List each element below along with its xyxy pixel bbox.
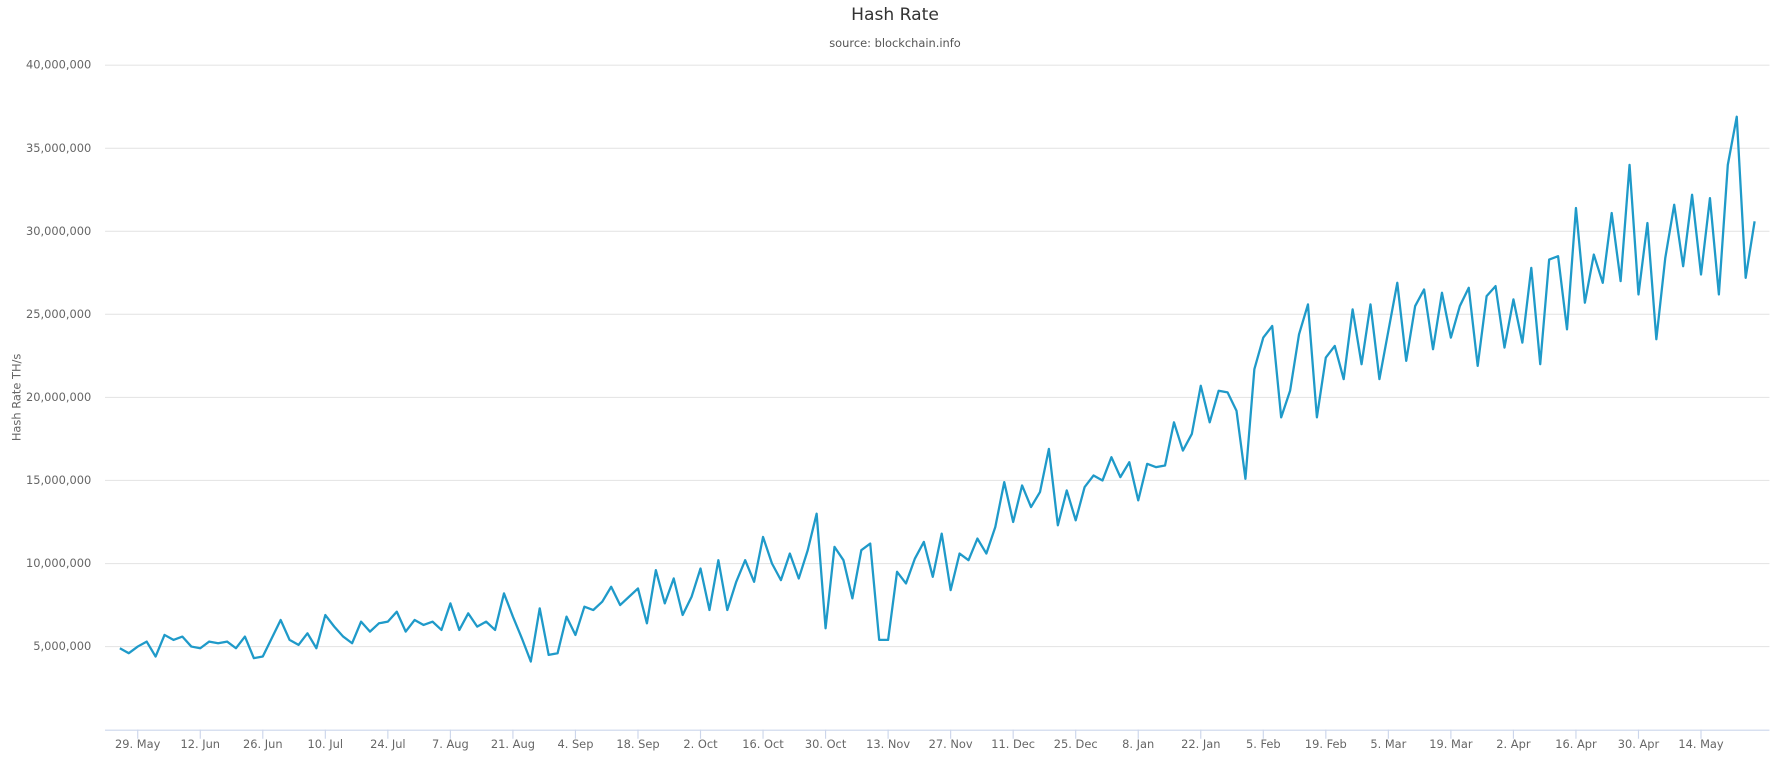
y-tick-label: 20,000,000 [26,390,91,404]
x-tick-label: 16. Apr [1555,737,1597,751]
x-tick-label: 27. Nov [929,737,973,751]
y-tick-label: 30,000,000 [26,224,91,238]
x-tick-label: 13. Nov [866,737,910,751]
x-tick-label: 8. Jan [1122,737,1154,751]
data-line [119,115,1756,663]
x-tick-label: 21. Aug [491,737,535,751]
x-tick-label: 2. Oct [683,737,718,751]
x-tick-label: 19. Feb [1305,737,1347,751]
x-tick-label: 30. Oct [805,737,847,751]
x-tick-label: 2. Apr [1496,737,1531,751]
x-tick-label: 19. Mar [1429,737,1473,751]
y-tick-label: 25,000,000 [26,307,91,321]
x-tick-label: 14. May [1678,737,1724,751]
x-tick-label: 18. Sep [616,737,659,751]
x-tick-label: 5. Mar [1370,737,1406,751]
x-tick-label: 29. May [115,737,161,751]
x-tick-label: 12. Jun [180,737,220,751]
x-tick-label: 22. Jan [1181,737,1220,751]
x-tick-label: 11. Dec [991,737,1035,751]
y-tick-label: 15,000,000 [26,473,91,487]
x-tick-label: 5. Feb [1246,737,1281,751]
x-tick-label: 7. Aug [432,737,469,751]
x-tick-label: 4. Sep [557,737,593,751]
y-tick-label: 5,000,000 [33,639,91,653]
y-axis-title: Hash Rate TH/s [10,354,24,442]
y-tick-label: 35,000,000 [26,141,91,155]
x-tick-label: 10. Jul [308,737,344,751]
chart-subtitle: source: blockchain.info [829,36,961,50]
y-tick-label: 10,000,000 [26,556,91,570]
x-tick-label: 25. Dec [1054,737,1098,751]
x-tick-label: 24. Jul [370,737,406,751]
x-tick-label: 30. Apr [1618,737,1660,751]
y-tick-label: 40,000,000 [26,58,91,72]
x-tick-label: 16. Oct [742,737,784,751]
chart-title: Hash Rate [851,5,939,25]
x-tick-label: 26. Jun [243,737,283,751]
